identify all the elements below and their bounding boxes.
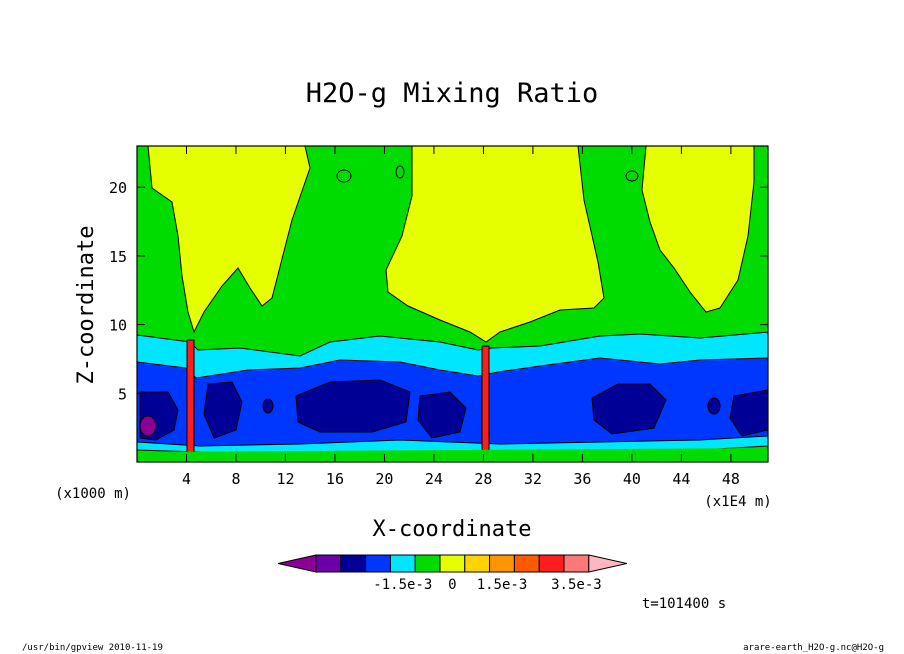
field-core-mid [417, 391, 467, 439]
x-tick-label: 24 [425, 470, 443, 488]
field-updraft-left [186, 339, 195, 462]
contour-field [137, 146, 768, 462]
field-bottom-band [137, 448, 768, 462]
y-axis-label: Z-coordinate [74, 226, 99, 385]
field-updraft-right [481, 345, 490, 462]
plot-frame [136, 145, 769, 463]
footer-right: arare-earth_H2O-g.nc@H2O-g [743, 643, 884, 653]
x-unit-left: (x1000 m) [55, 486, 131, 502]
colorbar-swatch [365, 554, 391, 573]
x-tick-label: 44 [672, 470, 690, 488]
x-unit-right: (x1E4 m) [704, 494, 771, 510]
x-tick-label: 36 [573, 470, 591, 488]
time-label: t=101400 s [642, 596, 726, 612]
colorbar-swatch [538, 554, 565, 573]
colorbar-label: 3.5e-3 [551, 577, 602, 593]
colorbar-high-triangle [588, 554, 627, 573]
x-tick-label: 8 [231, 470, 240, 488]
field-upper-plume-center [385, 146, 605, 343]
x-tick-label: 4 [182, 470, 191, 488]
field-core-right [591, 383, 667, 435]
x-tick-label: 20 [375, 470, 393, 488]
colorbar-swatch [389, 554, 416, 573]
colorbar-swatch [513, 554, 540, 573]
field-upper-plume-right [641, 146, 755, 313]
x-axis-label: X-coordinate [373, 517, 532, 542]
colorbar-label: -1.5e-3 [373, 577, 432, 593]
x-tick-label: 16 [326, 470, 344, 488]
colorbar-swatch [489, 554, 515, 573]
chart-title: H2O-g Mixing Ratio [306, 78, 599, 109]
colorbar-swatch [315, 554, 342, 573]
colorbar-low-triangle [277, 554, 317, 573]
field-minimum [139, 415, 157, 437]
x-tick-label: 40 [623, 470, 641, 488]
y-tick-label: 5 [118, 385, 127, 403]
field-core-center [295, 379, 411, 433]
colorbar-swatch [439, 554, 466, 573]
colorbar-swatch [340, 554, 367, 573]
x-axis: 4 8 12 16 20 24 28 32 36 40 44 48 [182, 146, 740, 488]
field-core-far-right [729, 389, 768, 437]
y-tick-label: 20 [109, 179, 127, 197]
colorbar-swatch [414, 554, 441, 573]
x-tick-label: 48 [722, 470, 740, 488]
x-tick-label: 12 [276, 470, 294, 488]
colorbar-label: 1.5e-3 [477, 577, 528, 593]
x-tick-label: 32 [524, 470, 542, 488]
colorbar-swatch [464, 554, 491, 573]
field-upper-plume-left [147, 146, 311, 334]
colorbar-label: 0 [448, 577, 456, 593]
field-core-center-left [203, 381, 243, 439]
colorbar: -1.5e-3 0 1.5e-3 3.5e-3 [277, 554, 627, 593]
y-tick-label: 15 [109, 248, 127, 266]
colorbar-swatch [563, 554, 590, 573]
x-tick-label: 28 [474, 470, 492, 488]
y-tick-label: 10 [109, 317, 127, 335]
footer-left: /usr/bin/gpview 2010-11-19 [22, 643, 163, 653]
y-axis: 5 10 15 20 [109, 179, 768, 403]
